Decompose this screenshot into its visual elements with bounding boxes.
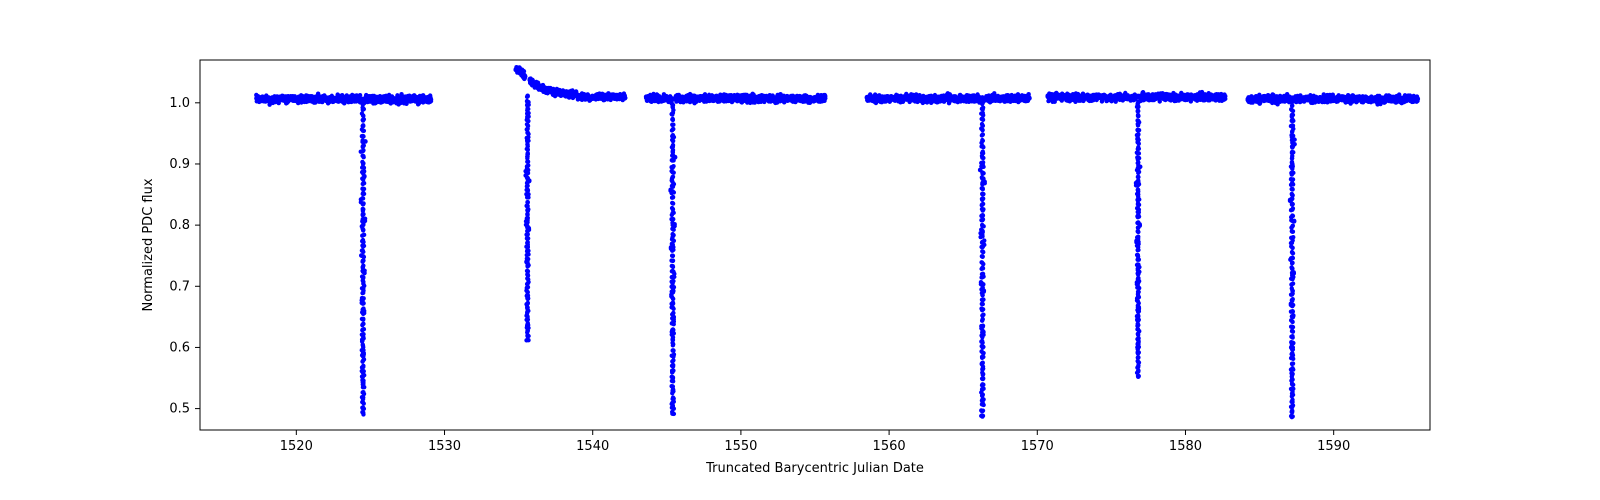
x-tick-label: 1590 (1317, 439, 1350, 454)
y-tick-label: 0.8 (169, 218, 190, 233)
y-axis: 0.5 0.6 0.7 0.8 0.9 1.0 (169, 96, 200, 417)
y-tick-label: 0.7 (169, 279, 190, 294)
x-axis: 1520 1530 1540 1550 1560 1570 1580 1590 (280, 430, 1350, 454)
y-tick-label: 0.6 (169, 340, 190, 355)
y-tick-label: 0.9 (169, 157, 190, 172)
x-tick-label: 1540 (576, 439, 609, 454)
x-tick-label: 1520 (280, 439, 313, 454)
y-axis-label: Normalized PDC flux (141, 178, 156, 311)
plot-border (200, 60, 1430, 430)
x-tick-label: 1570 (1021, 439, 1054, 454)
x-tick-label: 1580 (1169, 439, 1202, 454)
x-tick-label: 1530 (428, 439, 461, 454)
x-axis-label: Truncated Barycentric Julian Date (705, 461, 924, 476)
y-tick-label: 1.0 (169, 96, 190, 111)
x-tick-label: 1560 (873, 439, 906, 454)
chart-svg: 152015301540155015601570158015900.50.60.… (0, 0, 1600, 500)
y-tick-label: 0.5 (169, 402, 190, 417)
lightcurve-chart: 152015301540155015601570158015900.50.60.… (0, 0, 1600, 500)
x-tick-label: 1550 (724, 439, 757, 454)
data-points (254, 65, 1420, 419)
